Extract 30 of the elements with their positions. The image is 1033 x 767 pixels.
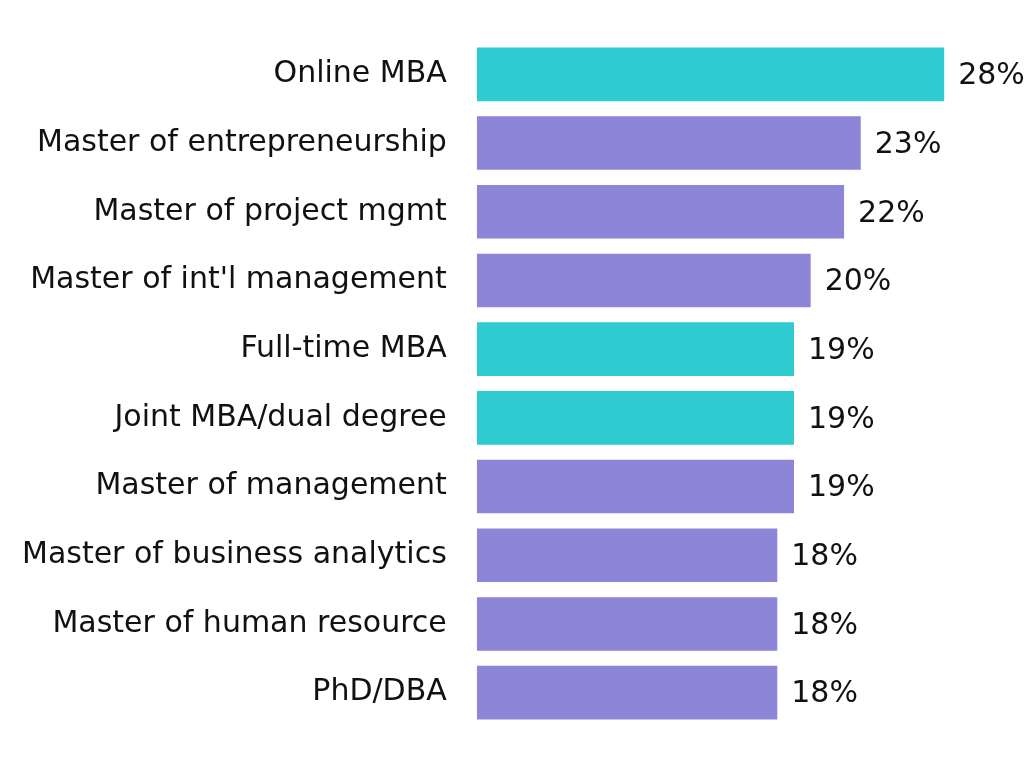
y-tick-label: Master of management: [95, 466, 448, 502]
y-tick-label: Full-time MBA: [240, 328, 448, 364]
y-tick-label: Master of entrepreneurship: [36, 122, 447, 158]
y-tick-label: Master of human resource: [52, 603, 447, 639]
y-tick-label: Master of business analytics: [21, 535, 447, 571]
bar: [476, 597, 778, 651]
bar: [476, 665, 778, 720]
data-label: 18%: [791, 605, 858, 641]
y-tick-label: Joint MBA/dual degree: [112, 397, 447, 433]
data-label: 19%: [807, 399, 875, 435]
y-tick-label: Online MBA: [273, 54, 448, 90]
bar: [476, 391, 794, 445]
bar: [476, 322, 794, 376]
data-label: 20%: [824, 262, 892, 298]
data-label: 19%: [807, 468, 875, 504]
data-label: 19%: [807, 330, 875, 366]
bar: [476, 184, 845, 239]
data-label: 23%: [874, 124, 942, 160]
data-label: 28%: [958, 56, 1025, 92]
y-tick-label: Master of int'l management: [30, 260, 448, 296]
data-label: 18%: [791, 537, 858, 573]
bar: [476, 47, 945, 102]
bar: [476, 253, 811, 308]
bar: [476, 459, 794, 514]
data-label: 22%: [858, 193, 925, 229]
bar: [476, 528, 778, 583]
data-label: 18%: [791, 674, 858, 710]
y-tick-label: Master of project mgmt: [93, 191, 448, 227]
y-tick-label: PhD/DBA: [312, 672, 448, 708]
bar: [476, 116, 861, 170]
